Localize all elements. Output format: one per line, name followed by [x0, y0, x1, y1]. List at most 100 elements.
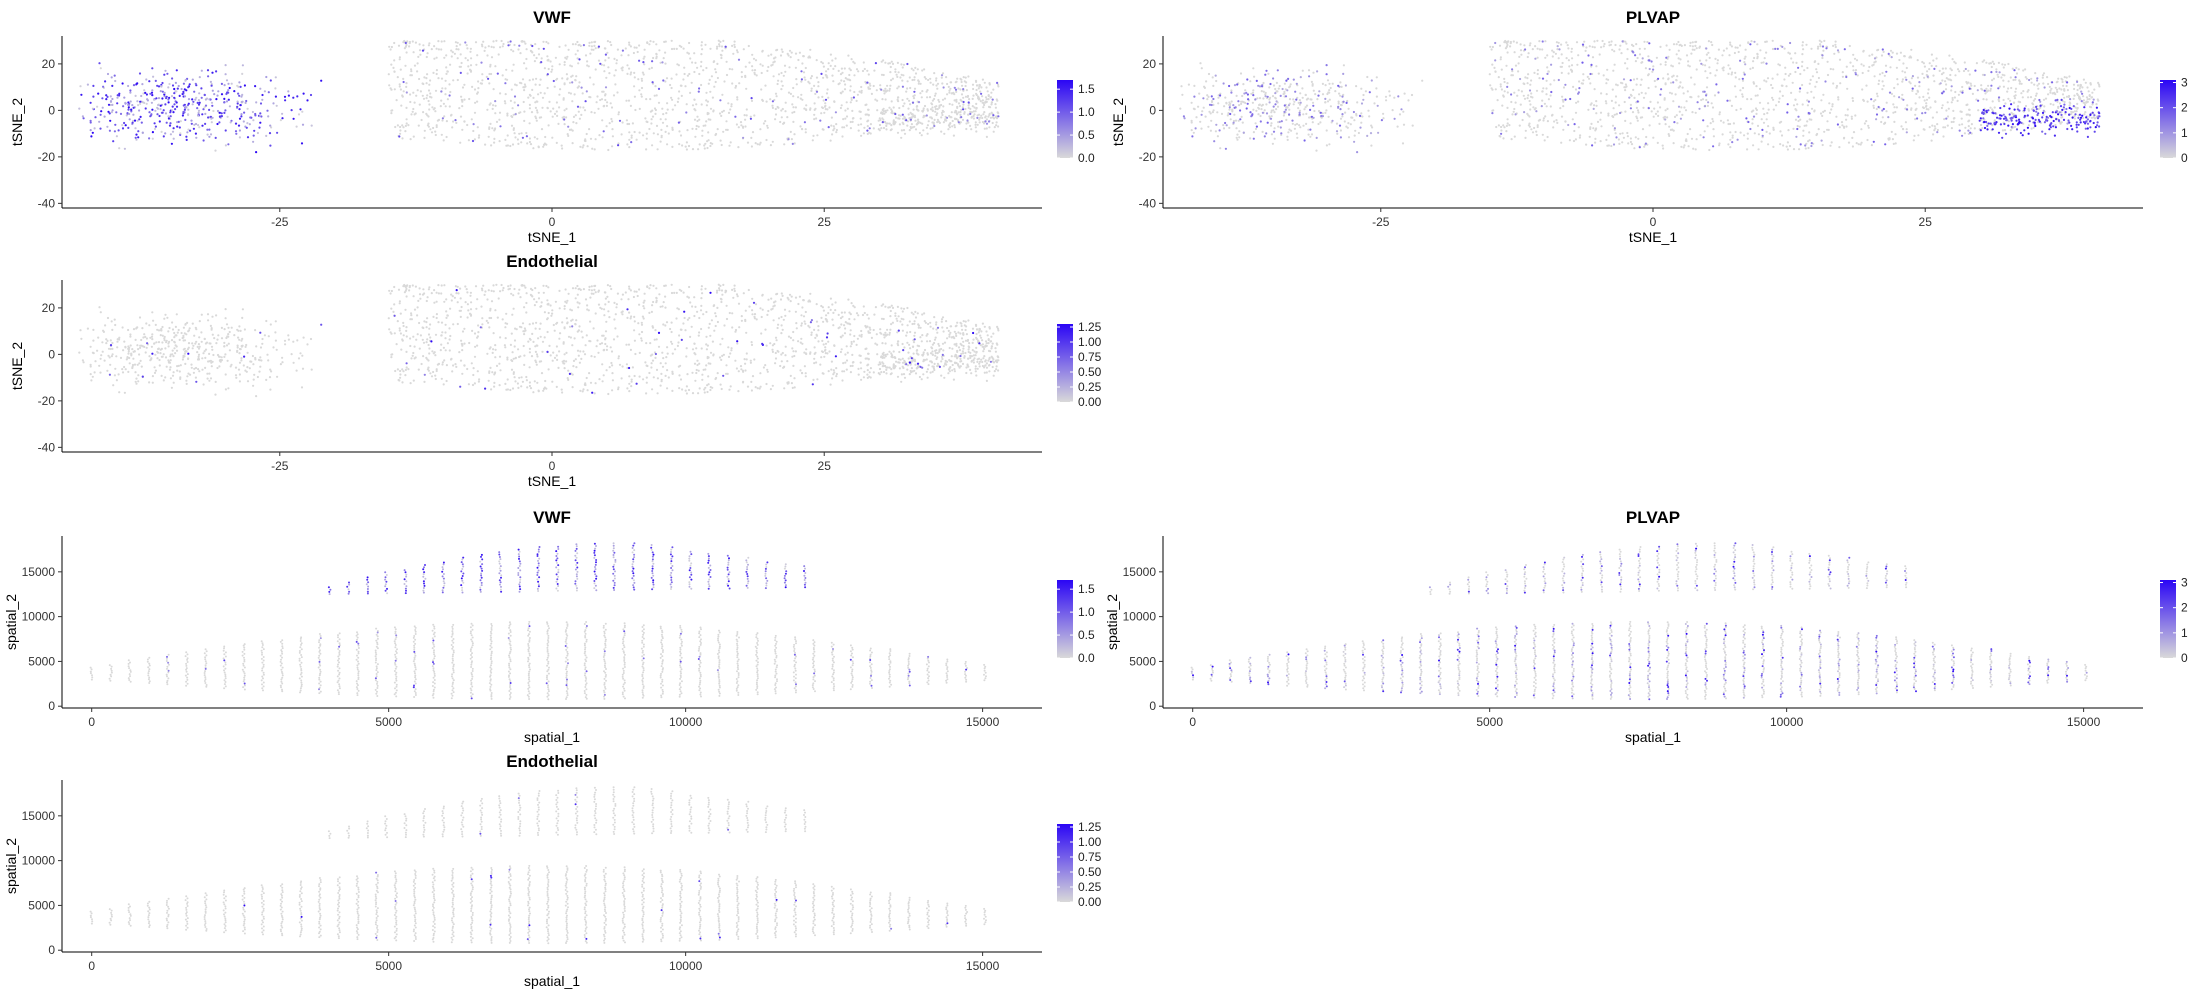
data-point [1615, 136, 1618, 139]
data-point [124, 124, 127, 127]
data-point [507, 44, 510, 47]
data-point [953, 86, 956, 89]
data-point [1255, 79, 1258, 82]
data-point [225, 100, 229, 103]
data-point [832, 80, 835, 83]
data-point [888, 106, 891, 109]
data-point [1890, 130, 1893, 133]
data-point [523, 86, 526, 89]
data-point [2032, 99, 2035, 102]
data-point [997, 85, 1000, 88]
data-point [105, 98, 108, 101]
data-point [1837, 98, 1840, 101]
data-point [272, 102, 275, 105]
data-point [926, 109, 930, 112]
data-point [1900, 125, 1903, 128]
data-point [274, 95, 277, 98]
data-point [547, 124, 550, 127]
data-point [498, 118, 501, 121]
data-point [2002, 79, 2005, 82]
data-point [908, 99, 911, 102]
data-point [1233, 106, 1236, 109]
data-point [2015, 128, 2019, 131]
data-point [558, 93, 561, 96]
data-point [2061, 116, 2064, 119]
data-point [801, 98, 804, 101]
data-point [1620, 52, 1623, 55]
data-point [1270, 122, 1273, 125]
data-point [2078, 113, 2082, 116]
data-point [1656, 110, 1659, 113]
data-point [1382, 112, 1385, 115]
data-point [511, 143, 515, 146]
data-point [1529, 103, 1532, 106]
data-point [173, 87, 176, 91]
data-point [637, 78, 640, 81]
data-point [981, 116, 984, 120]
data-point [242, 120, 245, 123]
data-point [469, 50, 472, 53]
data-point [1985, 87, 1988, 90]
data-point [1228, 108, 1231, 111]
data-point [1345, 101, 1348, 104]
data-point [595, 101, 598, 104]
data-point [551, 115, 554, 118]
data-point [258, 126, 261, 129]
data-point [169, 111, 172, 114]
data-point [706, 140, 709, 143]
data-point [1881, 80, 1884, 83]
data-point [793, 142, 796, 145]
data-point [1514, 101, 1517, 104]
data-point [810, 75, 814, 78]
data-point [155, 341, 158, 344]
data-point [643, 55, 646, 58]
data-point [1765, 130, 1768, 133]
data-point [1775, 104, 1778, 107]
data-point [287, 94, 290, 97]
data-point [398, 135, 401, 138]
data-point [744, 65, 747, 68]
data-point [1237, 119, 1240, 122]
data-point [1653, 107, 1656, 110]
data-point [1750, 40, 1753, 43]
data-point [1931, 116, 1934, 119]
data-point [1593, 46, 1596, 49]
data-point [1801, 53, 1804, 56]
data-point [1599, 140, 1602, 143]
data-point [109, 103, 112, 107]
data-point [2008, 107, 2011, 110]
data-point [151, 94, 154, 97]
data-point [903, 132, 907, 135]
data-point [148, 111, 151, 114]
data-point [804, 131, 807, 134]
data-point [523, 83, 527, 86]
data-point [953, 111, 956, 114]
data-point [1936, 128, 1939, 132]
data-point [505, 68, 508, 71]
data-point [1621, 40, 1624, 43]
data-point [756, 143, 759, 146]
data-point [198, 76, 201, 79]
data-point [100, 110, 103, 113]
data-point [628, 67, 631, 70]
data-point [505, 144, 508, 147]
data-point [678, 44, 681, 47]
data-point [1794, 108, 1797, 111]
data-point [551, 136, 554, 139]
data-point [1502, 137, 1505, 140]
data-point [1277, 125, 1280, 128]
data-point [187, 86, 190, 89]
data-point [82, 117, 85, 120]
data-point [678, 130, 681, 133]
data-point [159, 85, 163, 88]
data-point [705, 99, 708, 102]
data-point [78, 107, 81, 110]
data-point [164, 132, 167, 135]
data-point [145, 102, 148, 105]
data-point [1535, 89, 1539, 92]
data-point [427, 122, 430, 125]
data-point [1680, 106, 1683, 109]
data-point [1556, 48, 1559, 51]
data-point [771, 104, 774, 107]
data-point [882, 126, 886, 130]
